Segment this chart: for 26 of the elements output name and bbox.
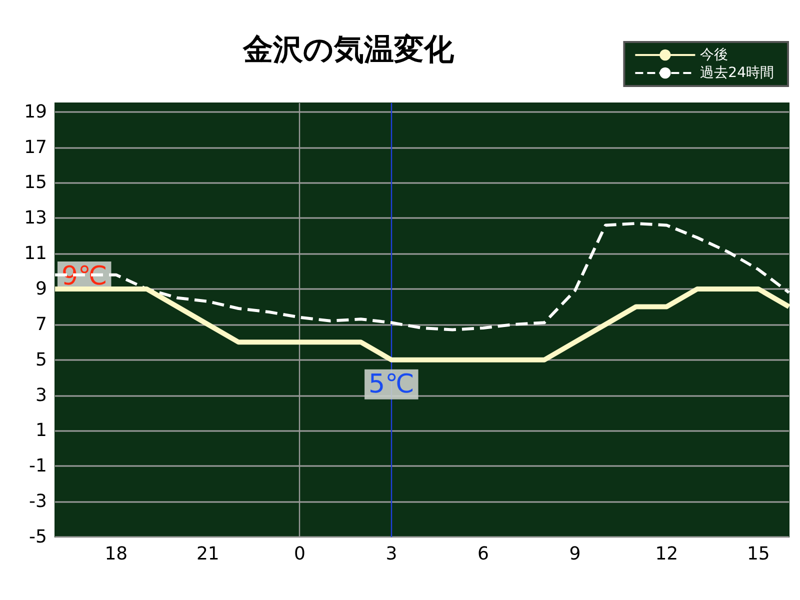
legend-label: 過去24時間 [700, 65, 774, 81]
y-tick-label: 9 [36, 278, 47, 300]
y-tick-label: 3 [36, 384, 47, 406]
y-tick-label: 1 [36, 420, 47, 442]
legend-label: 今後 [700, 47, 728, 63]
line-series [54, 222, 790, 332]
x-tick-label: 12 [655, 544, 678, 564]
x-tick-label: 21 [196, 544, 220, 564]
y-tick-label: 17 [24, 136, 47, 158]
y-tick-label: 11 [24, 243, 47, 264]
y-tick-label: -3 [29, 491, 47, 512]
chart-title: 金沢の気温変化 [242, 32, 455, 68]
y-tick-label: 7 [36, 314, 47, 335]
x-tick-label: 3 [386, 544, 398, 564]
x-tick-label: 18 [104, 544, 128, 564]
x-tick-label: 9 [569, 544, 581, 564]
y-tick-label: 15 [24, 172, 47, 194]
x-tick-label: 0 [294, 544, 306, 564]
x-tick-label: 15 [746, 544, 770, 564]
y-tick-label: 5 [36, 349, 47, 370]
y-tick-label: 19 [24, 101, 47, 122]
y-tick-label: -5 [29, 526, 47, 548]
y-tick-label: -1 [29, 456, 47, 477]
y-tick-label: 13 [24, 208, 47, 229]
x-tick-label: 6 [477, 544, 489, 564]
annotation: 5℃ [368, 369, 414, 400]
